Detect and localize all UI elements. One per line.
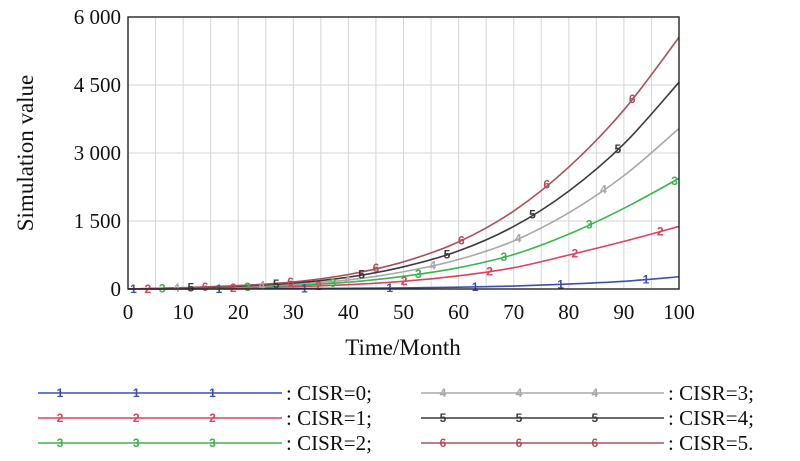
legend-marker: 2 [133, 411, 140, 425]
x-tick-label: 80 [558, 300, 579, 324]
series-marker-1: 1 [643, 272, 650, 286]
series-marker-2: 2 [486, 264, 493, 278]
series-marker-5: 5 [358, 268, 365, 282]
legend-item: 1 1 1 : CISR=0; [38, 381, 372, 405]
legend-marker: 1 [133, 386, 140, 400]
x-tick-label: 40 [338, 300, 359, 324]
x-tick-label: 70 [503, 300, 524, 324]
series-marker-6: 6 [543, 178, 550, 192]
legend-marker: 3 [133, 436, 140, 450]
plot-frame [127, 16, 680, 290]
series-marker-2: 2 [401, 274, 408, 288]
legend-label: : CISR=5. [668, 431, 753, 455]
legend-marker: 2 [57, 411, 64, 425]
series-marker-3: 3 [671, 174, 678, 188]
legend: 1 1 1 : CISR=0; 2 2 2 : CISR=1; 3 3 3 : CISR=2; 4 4 4:… [38, 381, 754, 455]
series-marker-5: 5 [187, 281, 194, 295]
legend-marker: 1 [57, 386, 64, 400]
legend-item: 2 2 2 : CISR=1; [38, 406, 372, 430]
x-axis-title: Time/Month [345, 335, 461, 360]
series-line-6 [127, 36, 680, 290]
x-tick-label: 100 [663, 300, 695, 324]
legend-marker: 5 [592, 411, 599, 425]
x-tick-label: 30 [283, 300, 304, 324]
series-marker-3: 3 [244, 280, 251, 294]
legend-marker: 5 [440, 411, 447, 425]
y-axis-title: Simulation value [13, 75, 38, 232]
series-marker-2: 2 [230, 281, 237, 295]
series-marker-1: 1 [472, 280, 479, 294]
series-marker-3: 3 [415, 267, 422, 281]
y-tick-label: 6 000 [74, 5, 121, 29]
x-tick-label: 90 [613, 300, 634, 324]
legend-item: 3 3 3 : CISR=2; [38, 431, 372, 455]
legend-label: : CISR=3; [668, 381, 754, 405]
series-marker-5: 5 [529, 207, 536, 221]
legend-marker: 4 [592, 386, 599, 400]
series-marker-6: 6 [629, 92, 636, 106]
legend-item: 6 6 6 : CISR=5. [421, 431, 753, 455]
x-tick-label: 0 [123, 300, 134, 324]
legend-item: 5 5 5 : CISR=4; [421, 406, 754, 430]
series-marker-3: 3 [586, 218, 593, 232]
grid [128, 17, 679, 289]
x-tick-label: 20 [228, 300, 249, 324]
series-marker-6: 6 [287, 275, 294, 289]
x-tick-label: 10 [173, 300, 194, 324]
legend-marker: 6 [592, 436, 599, 450]
legend-marker: 3 [57, 436, 64, 450]
series-marker-4: 4 [515, 232, 522, 246]
series-marker-5: 5 [444, 247, 451, 261]
legend-label: : CISR=2; [286, 431, 372, 455]
legend-item: 4 4 4 : CISR=3; [421, 381, 754, 405]
legend-marker: 1 [209, 386, 216, 400]
y-tick-label: 1 500 [74, 209, 121, 233]
y-tick-label: 4 500 [74, 73, 121, 97]
legend-label: : CISR=0; [286, 381, 372, 405]
series-marker-4: 4 [259, 279, 266, 293]
y-tick-label: 3 000 [74, 141, 121, 165]
legend-marker: 5 [516, 411, 523, 425]
series-marker-6: 6 [373, 261, 380, 275]
series-marker-1: 1 [557, 277, 564, 291]
legend-marker: 2 [209, 411, 216, 425]
series-marker-3: 3 [330, 276, 337, 290]
series-marker-2: 2 [572, 247, 579, 261]
legend-label: : CISR=1; [286, 406, 372, 430]
series-marker-4: 4 [173, 281, 180, 295]
series-marker-4: 4 [429, 258, 436, 272]
x-tick-label: 50 [393, 300, 414, 324]
x-tick-labels: 0 10 20 30 40 50 60 70 80 90 100 [123, 300, 695, 324]
series-marker-6: 6 [202, 280, 209, 294]
series-marker-2: 2 [657, 225, 664, 239]
legend-label: : CISR=4; [668, 406, 754, 430]
y-tick-label: 0 [111, 277, 122, 301]
legend-marker: 4 [440, 386, 447, 400]
series-lines [127, 36, 680, 290]
legend-marker: 6 [440, 436, 447, 450]
series-marker-5: 5 [273, 277, 280, 291]
series-marker-4: 4 [600, 182, 607, 196]
series-marker-1: 1 [386, 281, 393, 295]
y-tick-labels: 0 1 500 3 000 4 500 6 000 [74, 5, 121, 301]
series-marker-3: 3 [500, 250, 507, 264]
series-marker-4: 4 [344, 273, 351, 287]
legend-marker: 6 [516, 436, 523, 450]
x-tick-label: 60 [448, 300, 469, 324]
legend-marker: 4 [516, 386, 523, 400]
series-marker-5: 5 [614, 142, 621, 156]
series-marker-2: 2 [315, 279, 322, 293]
legend-marker: 3 [209, 436, 216, 450]
series-marker-6: 6 [458, 233, 465, 247]
